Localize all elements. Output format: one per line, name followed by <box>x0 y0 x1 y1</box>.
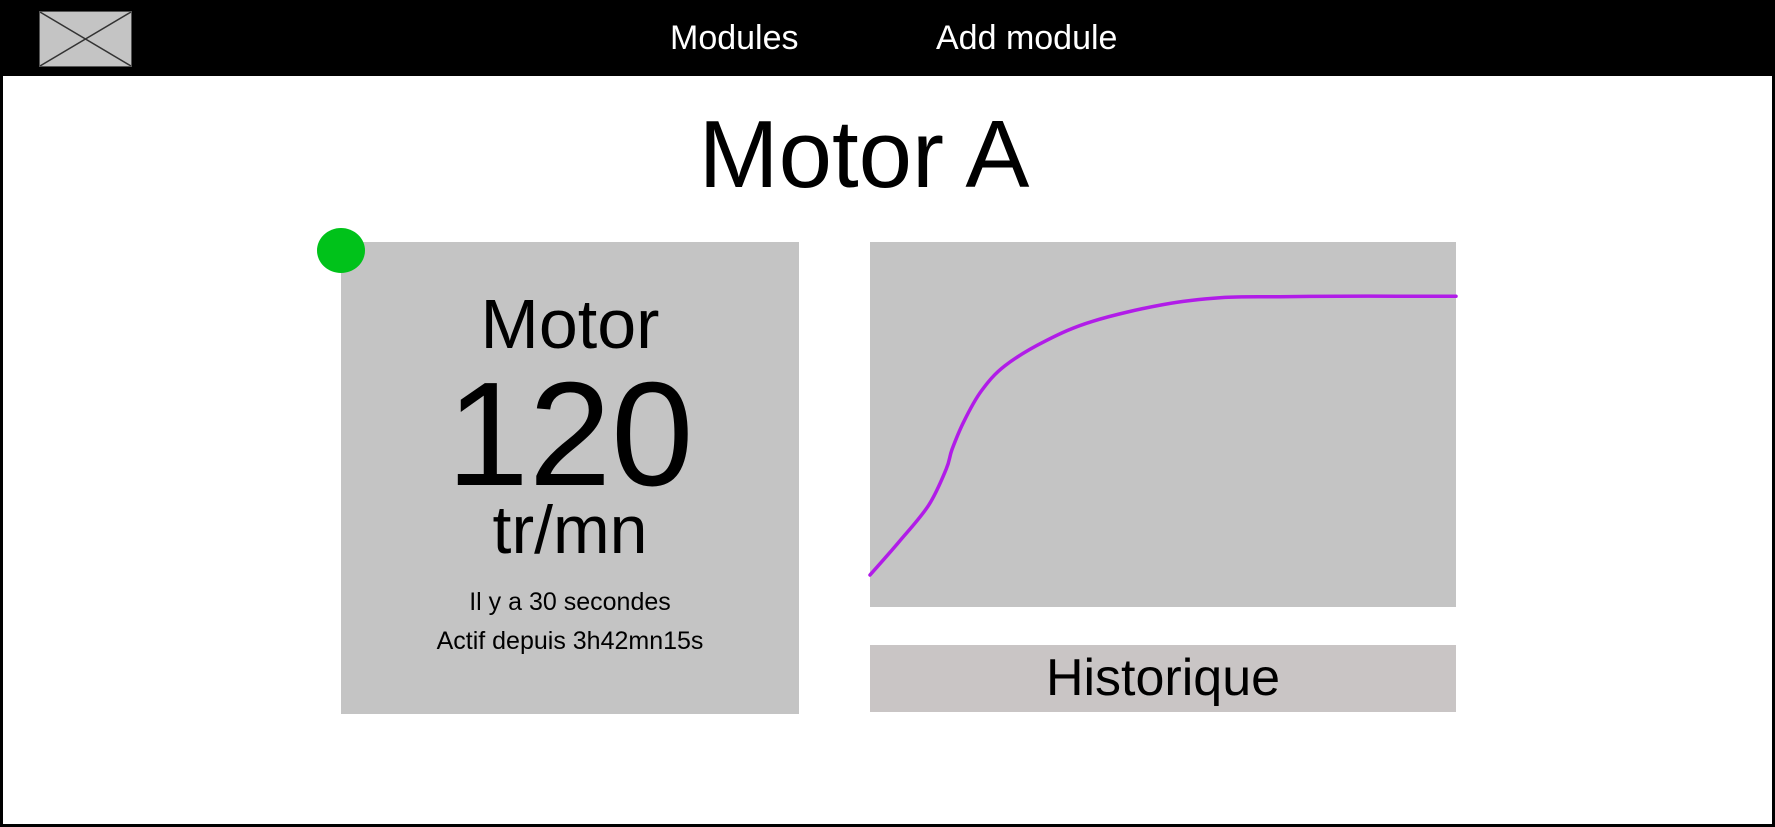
status-indicator-dot <box>317 228 365 273</box>
top-navbar: Modules Add module <box>0 0 1775 76</box>
nav-add-module-link[interactable]: Add module <box>936 19 1118 57</box>
nav-modules-link[interactable]: Modules <box>670 19 799 57</box>
history-button[interactable]: Historique <box>870 645 1456 712</box>
motor-label: Motor <box>480 285 660 363</box>
motor-speed-unit: tr/mn <box>492 492 648 568</box>
speed-chart <box>868 242 1458 607</box>
motor-speed-value: 120 <box>446 352 694 517</box>
image-placeholder-icon[interactable] <box>39 11 132 67</box>
page-title: Motor A <box>698 101 1030 208</box>
speed-chart-svg <box>868 294 1458 577</box>
last-update-text: Il y a 30 secondes <box>469 588 671 616</box>
motor-status-card[interactable]: Motor 120 tr/mn Il y a 30 secondes Actif… <box>341 242 799 714</box>
uptime-text: Actif depuis 3h42mn15s <box>436 627 704 655</box>
speed-series-line <box>868 294 1458 577</box>
